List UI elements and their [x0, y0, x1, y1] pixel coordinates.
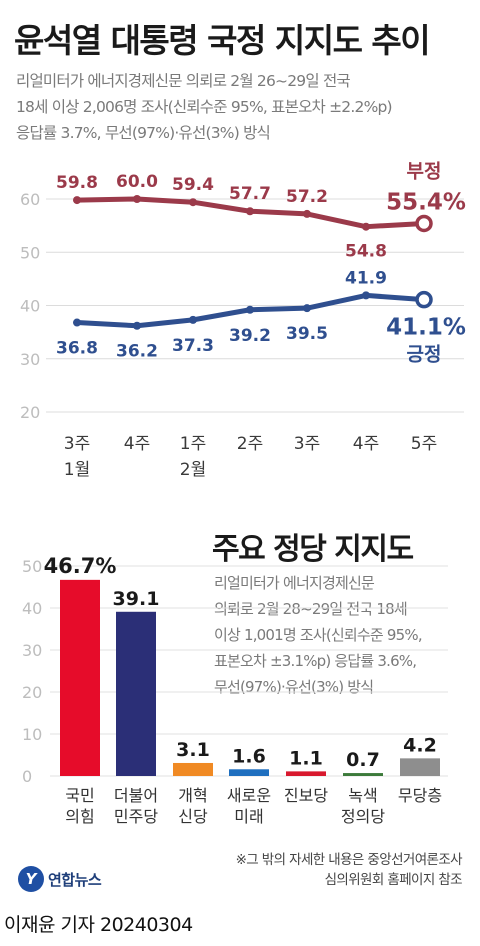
bar-value-label: 3.1: [176, 739, 210, 761]
data-point-marker: [303, 304, 311, 313]
bar-value-label: 4.2: [403, 734, 437, 756]
x-tick-label: 5주: [411, 434, 437, 454]
y-tick-label: 40: [20, 297, 40, 316]
data-label: 36.2: [116, 342, 158, 362]
party-category-label: 개혁: [178, 786, 207, 805]
footnote: ※그 밖의 자세한 내용은 중앙선거여론조사 심의위원회 홈페이지 참조: [235, 850, 463, 890]
survey-note-line: 리얼미터가 에너지경제신문 의뢰로 2월 26~29일 전국: [16, 72, 351, 90]
party-category-label: 의힘: [65, 807, 94, 826]
logo-text: 연합뉴스: [48, 870, 102, 889]
series-name-label: 부정: [407, 160, 442, 182]
party-bar: [400, 758, 440, 776]
bar-value-label: 39.1: [113, 588, 160, 610]
party-note-line: 이상 1,001명 조사(신뢰수준 95%,: [214, 626, 423, 644]
party-category-label: 진보당: [284, 786, 328, 805]
x-tick-label: 1월: [64, 460, 90, 480]
data-point-marker: [362, 291, 370, 300]
yonhap-logo: Y 연합뉴스: [18, 866, 102, 892]
data-label: 41.9: [345, 268, 387, 288]
survey-note: 리얼미터가 에너지경제신문 의뢰로 2월 26~29일 전국 18세 이상 2,…: [16, 68, 393, 146]
byline: 이재윤 기자 20240304: [4, 914, 193, 936]
data-point-marker: [246, 207, 254, 216]
x-tick-label: 4주: [124, 434, 150, 454]
party-bar: [286, 771, 326, 776]
data-point-marker: [73, 318, 81, 327]
data-label: 39.5: [286, 324, 328, 344]
party-bar: [60, 579, 100, 776]
y-tick-label: 40: [22, 599, 42, 618]
party-category-label: 미래: [234, 807, 263, 826]
party-category-label: 국민: [65, 786, 94, 805]
data-label: 54.8: [345, 242, 387, 262]
x-tick-label: 2주: [237, 434, 263, 454]
data-label: 59.4: [172, 175, 214, 195]
party-category-label: 신당: [178, 807, 208, 826]
y-tick-label: 20: [22, 683, 42, 702]
survey-note-line: 18세 이상 2,006명 조사(신뢰수준 95%, 표본오차 ±2.2%p): [16, 98, 393, 116]
party-category-label: 새로운: [227, 786, 271, 805]
data-point-marker: [415, 290, 433, 309]
y-tick-label: 10: [22, 725, 42, 744]
y-tick-label: 30: [20, 350, 40, 369]
data-point-marker: [362, 222, 370, 231]
party-bar: [116, 611, 156, 776]
bar-value-label: 1.1: [289, 747, 323, 769]
data-point-marker: [133, 195, 141, 203]
logo-mark-icon: Y: [18, 866, 44, 892]
party-note-line: 의뢰로 2월 28~29일 전국 18세: [214, 600, 408, 618]
y-tick-label: 60: [20, 190, 40, 209]
y-tick-label: 0: [22, 767, 32, 786]
data-label: 57.2: [286, 187, 328, 207]
x-tick-label: 3주: [294, 434, 320, 454]
data-label: 39.2: [229, 326, 271, 346]
data-point-marker: [189, 315, 197, 324]
data-label: 55.4%: [386, 189, 466, 215]
x-tick-label: 1주: [180, 434, 206, 454]
y-tick-label: 50: [20, 243, 40, 262]
bar-value-label: 1.6: [232, 745, 266, 767]
party-category-label: 무당층: [398, 786, 442, 805]
footnote-line: ※그 밖의 자세한 내용은 중앙선거여론조사: [235, 852, 463, 868]
data-label: 57.7: [229, 184, 271, 204]
party-bar: [173, 762, 213, 776]
data-point-marker: [189, 198, 197, 207]
x-tick-label: 4주: [353, 434, 379, 454]
data-label: 60.0: [116, 172, 158, 192]
data-label: 59.8: [56, 173, 98, 193]
data-point-marker: [246, 305, 254, 314]
party-bar: [229, 769, 269, 776]
data-point-marker: [303, 209, 311, 218]
y-tick-label: 50: [22, 557, 42, 576]
footnote-line: 심의위원회 홈페이지 참조: [324, 872, 463, 888]
chart-title-approval: 윤석열 대통령 국정 지지도 추이: [14, 21, 431, 60]
bar-value-label: 0.7: [346, 749, 380, 771]
y-tick-label: 30: [22, 641, 42, 660]
data-point-marker: [73, 196, 81, 205]
party-category-label: 녹색: [348, 786, 377, 805]
data-label: 37.3: [172, 336, 214, 356]
party-note-line: 리얼미터가 에너지경제신문: [214, 574, 375, 592]
data-label: 41.1%: [386, 315, 466, 341]
approval-line-chart: 20 30 40 50 60 3주 1월 4주 1주 2월 2주 3주 4주 5주 59.8 60.0 59.4…: [20, 160, 466, 480]
series-name-label: 긍정: [407, 344, 442, 366]
data-point-marker: [133, 321, 141, 330]
x-tick-label: 3주: [64, 434, 90, 454]
party-category-label: 정의당: [341, 807, 385, 826]
chart-title-party: 주요 정당 지지도: [212, 532, 414, 567]
party-category-label: 더불어: [114, 786, 158, 805]
party-bar: [343, 773, 383, 776]
data-point-marker: [415, 214, 433, 233]
bar-value-label: 46.7%: [44, 554, 117, 578]
y-tick-label: 20: [20, 403, 40, 422]
party-category-label: 민주당: [114, 807, 158, 826]
party-note-line: 표본오차 ±3.1%p) 응답률 3.6%,: [214, 652, 417, 670]
data-label: 36.8: [56, 339, 98, 359]
x-tick-label: 2월: [180, 460, 206, 480]
survey-note-line: 응답률 3.7%, 무선(97%)·유선(3%) 방식: [16, 124, 271, 142]
